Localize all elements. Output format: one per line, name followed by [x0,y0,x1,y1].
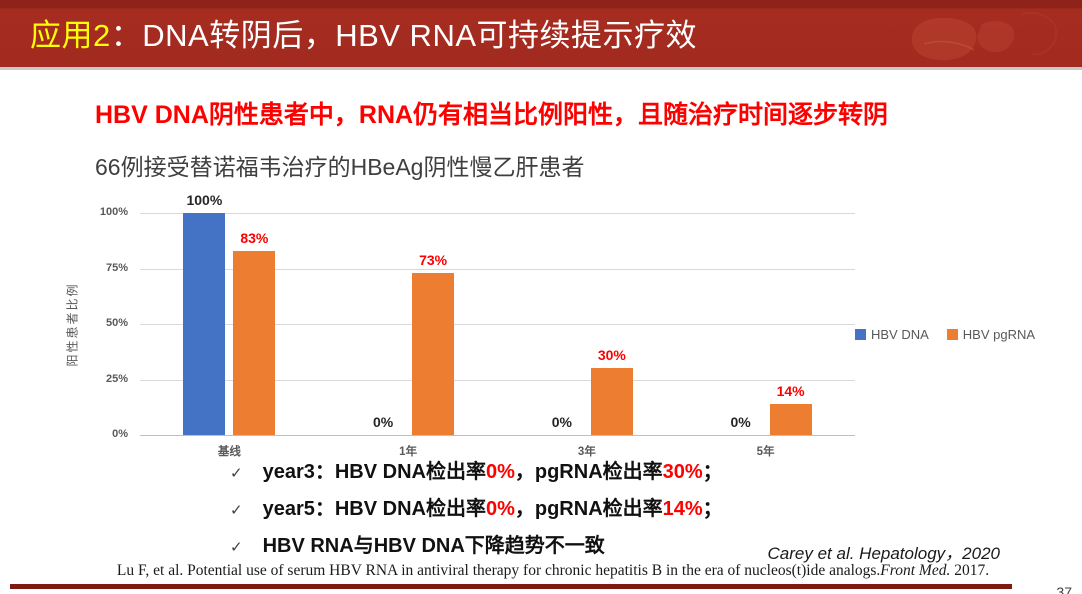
y-tick-label: 75% [105,261,128,274]
x-tick-label: 1年 [399,446,418,458]
liver-graphic-icon [911,12,1058,61]
bar-value-label: 83% [240,229,269,246]
x-axis-line [140,435,855,436]
bullet-text: year5：HBV DNA检出率0%，pgRNA检出率14%； [262,498,723,520]
reference-journal: Front Med. [880,562,951,579]
page-title-rest: ：DNA转阴后，HBV RNA可持续提示疗效 [110,18,698,53]
chart-legend: HBV DNA HBV pgRNA [855,327,1035,342]
bar-value-label: 100% [186,192,223,208]
reference: Lu F, et al. Potential use of serum HBV … [62,562,1044,580]
bullet-item: ✓ HBV RNA与HBV DNA下降趋势不一致 [230,533,723,561]
y-tick-label: 0% [112,428,128,440]
bullet-text: HBV RNA与HBV DNA下降趋势不一致 [262,535,605,557]
bar-value-label: 0% [730,414,751,430]
reference-text: Lu F, et al. Potential use of serum HBV … [116,562,881,579]
grid-line [140,213,855,214]
bar-hbv-pgrna [769,403,812,435]
bar-value-label: 0% [373,414,394,430]
page-title: 应用2：DNA转阴后，HBV RNA可持续提示疗效 [30,0,697,67]
x-tick-label: 5年 [756,446,775,458]
y-tick-label: 50% [105,317,128,329]
bullet-item: ✓ year3：HBV DNA检出率0%，pgRNA检出率30%； [230,459,723,487]
chart-subtitle: 66例接受替诺福韦治疗的HBeAg阴性慢乙肝患者 [95,154,585,180]
checkmark-icon: ✓ [230,502,243,519]
key-message: HBV DNA阴性患者中，RNA仍有相当比例阳性，且随治疗时间逐步转阴 [95,101,889,129]
legend-label: HBV DNA [871,327,929,342]
bar-value-label: 0% [551,414,572,430]
reference-year: 2017. [950,562,990,579]
bar-value-label: 14% [776,382,805,399]
bottom-bar [10,584,1012,589]
bar-hbv-pgrna [590,368,633,435]
bar-hbv-pgrna [233,250,276,435]
bullet-list: ✓ year3：HBV DNA检出率0%，pgRNA检出率30%； ✓ year5：H… [230,459,723,570]
grid-line [140,379,855,381]
bar-hbv-pgrna [412,272,455,435]
legend-swatch-icon [946,329,958,340]
legend-swatch-icon [855,329,866,340]
y-tick-label: 25% [105,372,128,385]
y-tick-label: 100% [99,206,128,218]
grid-line [140,268,855,270]
bar-hbv-dna [183,213,226,435]
bullet-item: ✓ year5：HBV DNA检出率0%，pgRNA检出率14%； [230,496,723,524]
checkmark-icon: ✓ [230,465,243,482]
bullet-text: year3：HBV DNA检出率0%，pgRNA检出率30%； [262,461,723,483]
citation: Carey et al. Hepatology，2020 [767,544,1000,563]
checkmark-icon: ✓ [230,539,243,556]
legend-label: HBV pgRNA [962,327,1036,342]
x-tick-label: 3年 [577,446,596,458]
legend-item: HBV pgRNA [946,327,1036,342]
page-number: 37 [1056,584,1072,594]
slide-header: 应用2：DNA转阴后，HBV RNA可持续提示疗效 [0,0,1082,70]
bar-value-label: 30% [597,347,626,364]
page-title-highlight: 应用2 [30,18,111,53]
legend-item: HBV DNA [855,327,929,342]
bar-value-label: 73% [419,251,448,268]
y-axis-title: 阳性患者比例 [65,282,80,367]
grid-line [140,324,855,325]
x-tick-label: 基线 [217,446,241,458]
